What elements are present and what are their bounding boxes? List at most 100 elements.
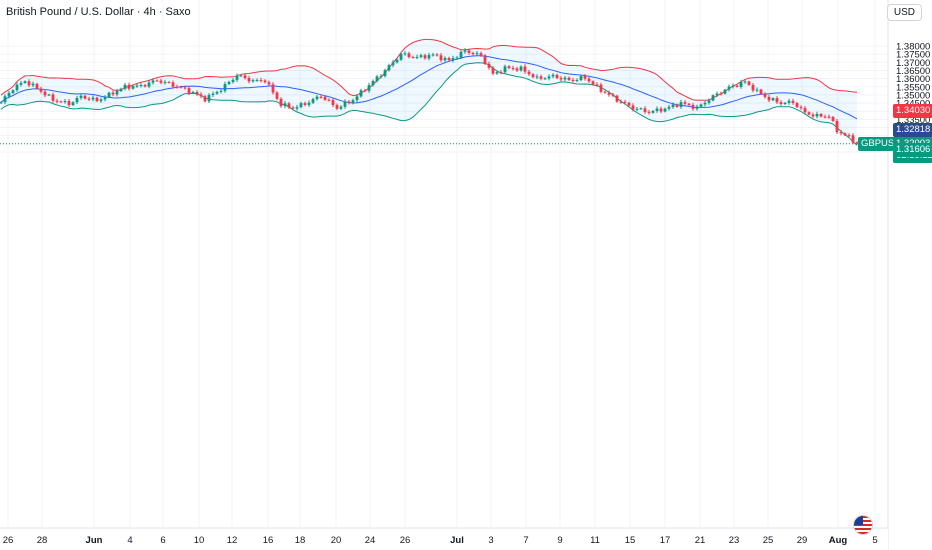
candle-body: [299, 103, 303, 108]
candle-body: [431, 54, 435, 56]
candle-body: [663, 108, 667, 112]
candle-body: [247, 78, 251, 82]
symbol-tag: GBPUSD: [858, 136, 905, 151]
candle-body: [419, 55, 423, 57]
candle-body: [503, 66, 507, 73]
candle-body: [283, 103, 287, 107]
candle-body: [587, 78, 591, 82]
candle-body: [543, 78, 547, 80]
candle-body: [843, 133, 847, 136]
candle-body: [627, 102, 631, 106]
price-tick-label: 1.35000: [896, 90, 930, 101]
symbol-title[interactable]: British Pound / U.S. Dollar · 4h · Saxo: [6, 6, 191, 18]
time-tick-label: 7: [523, 535, 528, 546]
candle-body: [179, 86, 183, 88]
candle-body: [127, 84, 131, 89]
candle-body: [651, 110, 655, 113]
candle-body: [679, 102, 683, 107]
candle-body: [331, 100, 335, 106]
candle-body: [143, 84, 147, 87]
candle-body: [19, 83, 23, 85]
candle-body: [435, 54, 439, 56]
bollinger-band-fill: [1, 39, 857, 146]
candle-body: [539, 76, 543, 79]
candle-body: [795, 102, 799, 108]
time-tick-label: 25: [763, 535, 774, 546]
candle-body: [227, 81, 231, 85]
candlestick-series: [0, 48, 859, 145]
candle-body: [807, 112, 811, 115]
candle-body: [223, 84, 227, 91]
candle-body: [51, 94, 55, 101]
currency-button[interactable]: USD: [886, 4, 922, 21]
candle-body: [135, 85, 139, 87]
candle-body: [727, 86, 731, 90]
candle-body: [799, 107, 803, 109]
candle-body: [855, 142, 859, 144]
price-tick-label: 1.36500: [896, 66, 930, 77]
candle-body: [363, 90, 367, 92]
candle-body: [347, 101, 351, 104]
candle-body: [195, 92, 199, 95]
candle-body: [467, 50, 471, 54]
time-tick-label: 23: [729, 535, 740, 546]
candle-body: [555, 74, 559, 79]
candle-body: [559, 78, 563, 80]
candle-body: [451, 58, 455, 61]
candle-body: [131, 86, 135, 89]
candle-body: [747, 81, 751, 85]
candle-body: [243, 75, 247, 79]
candle-body: [43, 91, 47, 96]
candle-body: [119, 88, 123, 92]
candle-body: [275, 92, 279, 99]
candle-body: [207, 95, 211, 102]
candle-body: [115, 91, 119, 95]
candle-body: [111, 92, 115, 95]
candle-body: [75, 97, 79, 103]
candle-body: [575, 80, 579, 82]
candle-body: [447, 58, 451, 61]
price-axis-background: [888, 0, 932, 550]
candle-body: [547, 76, 551, 79]
time-tick-label: 9: [557, 535, 562, 546]
upper-band-tag: 1.34030: [893, 103, 932, 118]
time-tick-label: Aug: [829, 535, 848, 546]
time-tick-label: 15: [625, 535, 636, 546]
candle-body: [151, 80, 155, 83]
candle-body: [655, 108, 659, 111]
candle-body: [11, 90, 15, 94]
time-tick-label: 26: [3, 535, 14, 546]
candle-body: [295, 107, 299, 109]
candle-body: [599, 84, 603, 92]
candle-body: [355, 96, 359, 101]
candle-body: [563, 77, 567, 80]
candle-body: [827, 116, 831, 118]
candle-body: [87, 98, 91, 100]
candle-body: [263, 80, 267, 83]
candle-body: [27, 81, 31, 86]
candle-body: [103, 97, 107, 100]
candle-body: [335, 105, 339, 109]
candle-body: [839, 132, 843, 134]
bollinger-middle-band: [0, 55, 858, 120]
time-tick-label: 17: [660, 535, 671, 546]
candle-body: [619, 101, 623, 103]
candle-body: [691, 104, 695, 109]
candle-body: [739, 81, 743, 87]
candle-body: [107, 92, 111, 98]
candle-body: [495, 72, 499, 74]
candle-body: [511, 68, 515, 70]
candle-body: [491, 67, 495, 74]
candle-body: [339, 106, 343, 109]
candle-body: [99, 99, 103, 102]
time-tick-label: 11: [590, 535, 600, 546]
us-flag-icon[interactable]: [853, 515, 873, 535]
candle-body: [659, 108, 663, 112]
candle-body: [767, 96, 771, 101]
time-tick-label: 12: [227, 535, 238, 546]
candle-body: [703, 102, 707, 105]
candle-body: [71, 102, 75, 106]
candle-body: [803, 108, 807, 113]
candle-body: [83, 95, 87, 99]
